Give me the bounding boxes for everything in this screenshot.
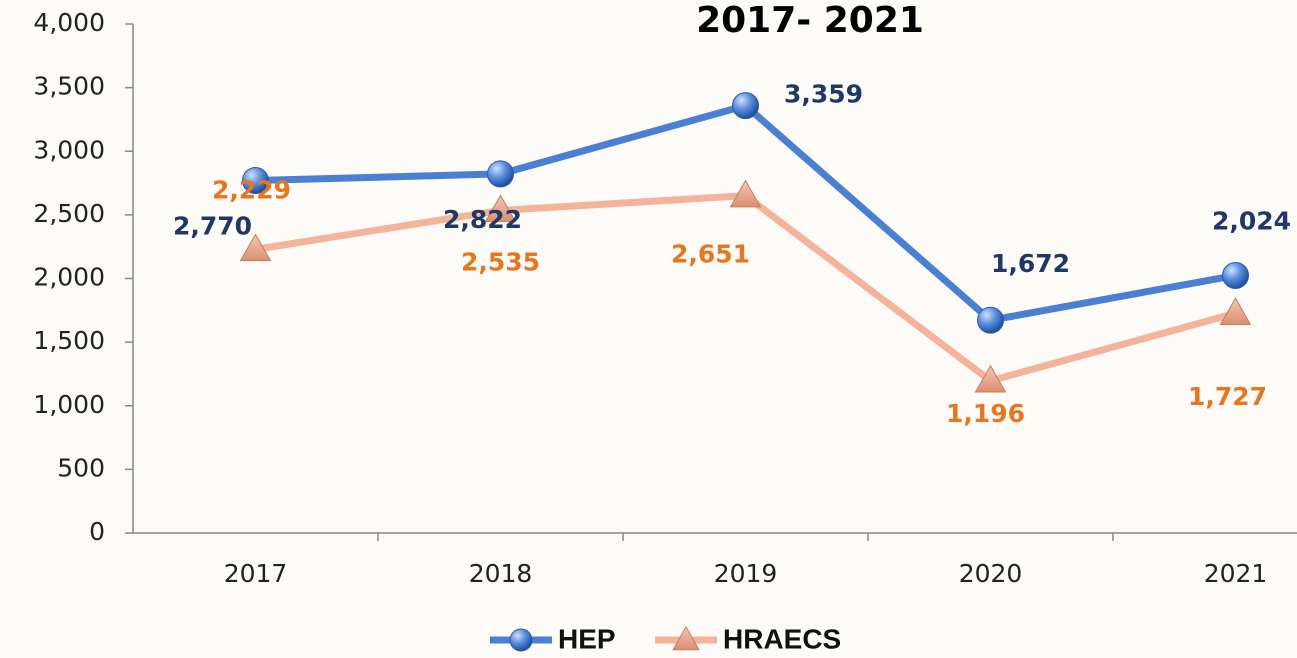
y-tick-label: 2,500: [33, 199, 105, 228]
x-tick-label: 2017: [224, 559, 288, 588]
x-tick-label: 2020: [959, 559, 1023, 588]
chart-title: 2017- 2021: [696, 0, 924, 41]
x-tick-label: 2019: [714, 559, 778, 588]
point: [239, 233, 272, 262]
y-tick-label: 2,000: [33, 263, 105, 292]
point: [1219, 297, 1252, 325]
data-label: 2,822: [443, 205, 522, 234]
y-tick-label: 3,500: [33, 72, 105, 101]
data-label: 2,770: [173, 212, 252, 241]
y-tick-label: 500: [57, 453, 105, 482]
point: [732, 92, 759, 120]
y-tick-label: 3,000: [33, 135, 105, 164]
legend-marker: [672, 625, 700, 651]
point: [484, 194, 517, 223]
y-tick-label: 1,000: [33, 390, 105, 419]
data-label: 1,727: [1188, 382, 1267, 411]
point: [242, 167, 269, 195]
legend-marker: [509, 628, 533, 652]
data-label: 2,229: [212, 175, 291, 204]
data-label: 1,196: [946, 399, 1025, 428]
data-label: 2,024: [1212, 206, 1291, 235]
data-label: 2,535: [461, 247, 540, 276]
data-label: 2,651: [671, 240, 750, 269]
y-tick-label: 4,000: [33, 8, 105, 37]
y-tick-label: 1,500: [33, 326, 105, 355]
point: [729, 179, 762, 208]
data-label: 1,672: [991, 249, 1070, 278]
point: [1222, 261, 1249, 289]
point: [974, 364, 1007, 393]
x-tick-label: 2018: [469, 559, 533, 588]
point: [977, 306, 1004, 334]
legend-label: HEP: [558, 623, 616, 654]
data-label: 3,359: [784, 80, 863, 109]
y-tick-label: 0: [89, 517, 105, 546]
x-tick-label: 2021: [1204, 559, 1268, 588]
point: [487, 160, 514, 188]
legend-label: HRAECS: [723, 623, 841, 654]
